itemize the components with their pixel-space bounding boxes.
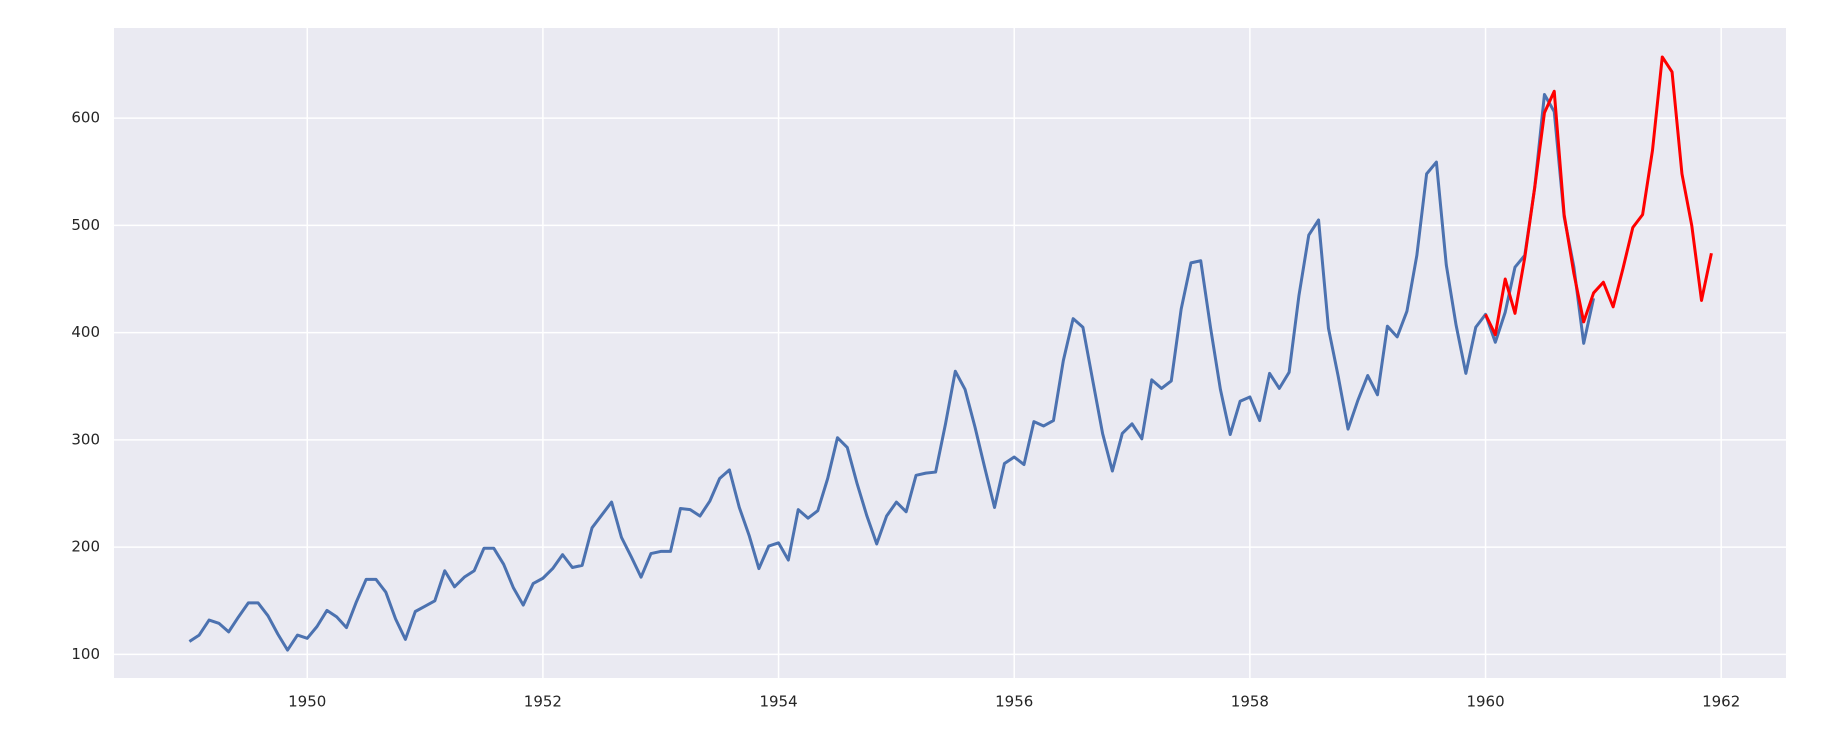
- x-tick-label: 1958: [1231, 693, 1269, 711]
- x-tick-label: 1954: [759, 693, 797, 711]
- x-tick-label: 1956: [995, 693, 1033, 711]
- x-tick-label: 1962: [1702, 693, 1740, 711]
- x-tick-label: 1960: [1466, 693, 1504, 711]
- y-tick-label: 500: [71, 216, 100, 234]
- y-tick-label: 200: [71, 538, 100, 556]
- y-tick-label: 100: [71, 645, 100, 663]
- series-line: [188, 93, 1596, 652]
- plot-area: [114, 28, 1786, 678]
- y-tick-label: 300: [71, 430, 100, 448]
- y-tick-label: 600: [71, 109, 100, 127]
- series-line: [1484, 55, 1713, 337]
- y-tick-label: 400: [71, 323, 100, 341]
- x-tick-label: 1950: [288, 693, 326, 711]
- x-tick-label: 1952: [524, 693, 562, 711]
